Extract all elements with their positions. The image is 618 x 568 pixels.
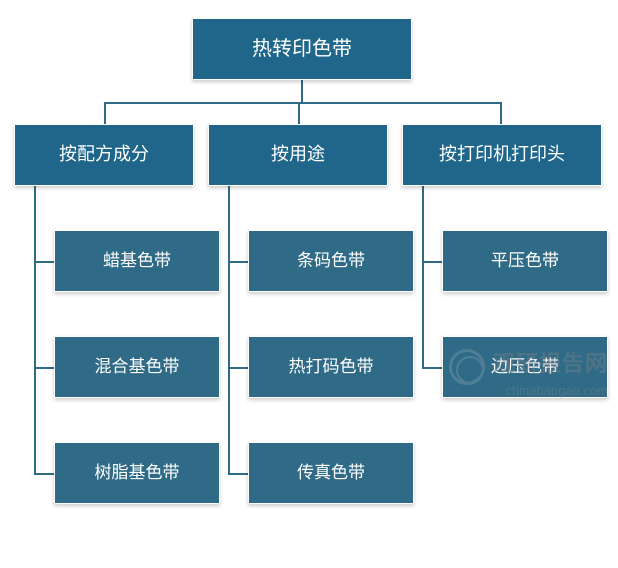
tree-item-node: 条码色带 — [248, 230, 414, 292]
tree-item-node: 混合基色带 — [54, 336, 220, 398]
connector — [422, 261, 442, 263]
tree-item-label: 热打码色带 — [289, 356, 374, 378]
connector — [228, 261, 248, 263]
tree-item-label: 边压色带 — [491, 356, 559, 378]
tree-item-node: 平压色带 — [442, 230, 608, 292]
connector — [228, 473, 248, 475]
connector — [34, 473, 54, 475]
connector — [104, 102, 502, 104]
connector — [500, 102, 502, 124]
tree-category-label: 按配方成分 — [59, 143, 149, 166]
connector — [301, 80, 303, 102]
tree-category-node: 按配方成分 — [14, 124, 194, 186]
connector — [422, 367, 442, 369]
tree-item-label: 蜡基色带 — [103, 250, 171, 272]
tree-item-label: 传真色带 — [297, 462, 365, 484]
tree-chart: 热转印色带 按配方成分 按用途 按打印机打印头 蜡基色带 混合基色带 树脂基色带… — [0, 0, 618, 568]
tree-item-node: 热打码色带 — [248, 336, 414, 398]
tree-item-node: 蜡基色带 — [54, 230, 220, 292]
tree-item-node: 传真色带 — [248, 442, 414, 504]
connector — [34, 367, 54, 369]
tree-category-label: 按用途 — [271, 143, 325, 166]
tree-item-label: 条码色带 — [297, 250, 365, 272]
connector — [104, 102, 106, 124]
tree-item-label: 混合基色带 — [95, 356, 180, 378]
tree-root-node: 热转印色带 — [192, 18, 412, 80]
tree-item-node: 边压色带 — [442, 336, 608, 398]
connector — [34, 261, 54, 263]
connector — [34, 186, 36, 473]
tree-root-label: 热转印色带 — [252, 36, 352, 62]
connector — [422, 186, 424, 367]
tree-category-node: 按打印机打印头 — [402, 124, 602, 186]
tree-category-node: 按用途 — [208, 124, 388, 186]
connector — [298, 102, 300, 124]
connector — [228, 186, 230, 473]
tree-category-label: 按打印机打印头 — [439, 143, 565, 166]
tree-item-label: 平压色带 — [491, 250, 559, 272]
tree-item-label: 树脂基色带 — [95, 462, 180, 484]
connector — [228, 367, 248, 369]
tree-item-node: 树脂基色带 — [54, 442, 220, 504]
